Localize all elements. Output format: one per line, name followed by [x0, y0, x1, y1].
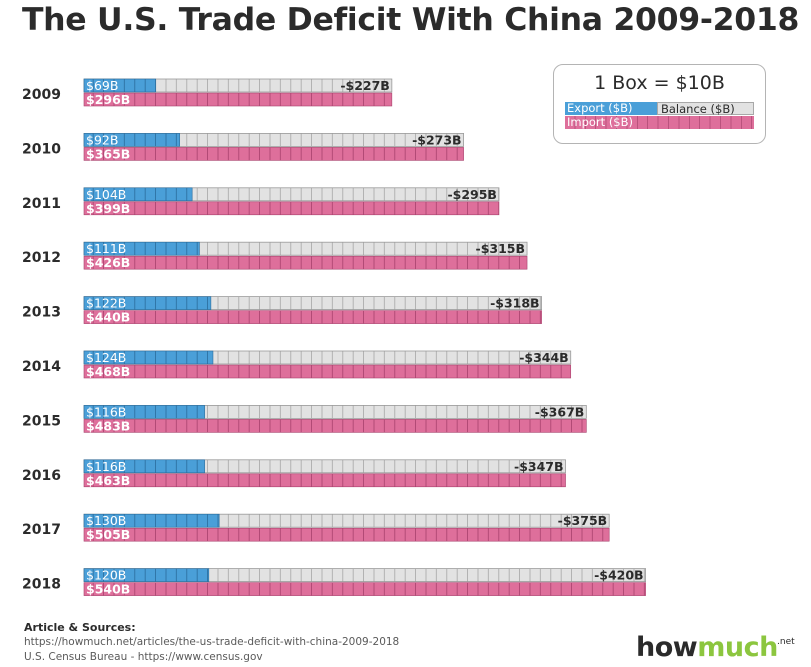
balance-value-label: -$227B [340, 78, 390, 93]
year-row-2013 [83, 296, 543, 324]
export-value-label: $69B [86, 78, 118, 93]
year-row-2011 [83, 187, 500, 216]
import-value-label: $540B [86, 582, 130, 597]
import-value-label: $468B [86, 364, 130, 379]
balance-value-label: -$315B [476, 241, 526, 256]
export-bar [83, 513, 220, 528]
import-bar [83, 310, 542, 324]
export-bar [83, 78, 157, 93]
export-value-label: $111B [86, 241, 126, 256]
legend-box: 1 Box = $10B Export ($B) Balance ($B) Im… [553, 64, 766, 144]
logo-much: much [697, 632, 778, 663]
import-bar [83, 473, 566, 488]
export-value-label: $122B [86, 296, 126, 311]
year-label: 2009 [22, 87, 61, 103]
legend-export: Export ($B) [565, 102, 657, 115]
year-row-2009 [83, 78, 393, 107]
export-bar [83, 459, 205, 474]
balance-value-label: -$295B [447, 187, 497, 202]
import-bar [83, 419, 587, 433]
import-value-label: $440B [86, 310, 130, 325]
year-row-2018 [83, 568, 646, 596]
balance-value-label: -$375B [558, 513, 608, 528]
year-label: 2017 [22, 522, 61, 538]
year-row-2015 [83, 404, 587, 433]
year-label: 2014 [22, 359, 61, 375]
import-value-label: $296B [86, 92, 130, 107]
export-bar [83, 296, 212, 310]
legend-balance: Balance ($B) [657, 102, 754, 116]
sources-label: Article & Sources: [24, 621, 136, 634]
balance-value-label: -$344B [519, 350, 569, 365]
source-census-link[interactable]: U.S. Census Bureau - https://www.census.… [24, 651, 263, 663]
export-value-label: $116B [86, 404, 126, 419]
howmuch-logo: howmuch [636, 632, 778, 663]
import-bar [83, 147, 464, 161]
logo-net: .net [777, 637, 795, 647]
balance-value-label: -$367B [535, 404, 585, 419]
year-row-2016 [83, 459, 566, 488]
export-value-label: $124B [86, 350, 126, 365]
year-row-2012 [83, 241, 528, 270]
year-row-2017 [83, 513, 610, 542]
import-value-label: $505B [86, 527, 130, 542]
import-bar [83, 92, 393, 107]
year-label: 2015 [22, 413, 61, 429]
balance-value-label: -$347B [514, 459, 564, 474]
balance-value-label: -$318B [490, 296, 540, 311]
year-label: 2012 [22, 250, 61, 266]
legend-import: Import ($B) [565, 116, 754, 129]
logo-how: how [636, 632, 698, 663]
import-bar [83, 527, 610, 542]
import-bar [83, 201, 500, 216]
year-row-2014 [83, 350, 572, 379]
export-value-label: $92B [86, 132, 118, 147]
year-label: 2010 [22, 141, 61, 157]
balance-value-label: -$420B [594, 568, 644, 583]
export-bar [83, 405, 205, 419]
export-bar [83, 133, 180, 147]
chart-title: The U.S. Trade Deficit With China 2009-2… [22, 2, 800, 38]
export-value-label: $130B [86, 513, 126, 528]
import-value-label: $426B [86, 255, 130, 270]
export-value-label: $120B [86, 568, 126, 583]
import-value-label: $365B [86, 146, 130, 161]
export-value-label: $116B [86, 459, 126, 474]
source-article-link[interactable]: https://howmuch.net/articles/the-us-trad… [24, 636, 400, 648]
import-value-label: $483B [86, 418, 130, 433]
export-bar [83, 350, 214, 365]
export-bar [83, 187, 193, 202]
import-bar [83, 364, 572, 379]
year-label: 2016 [22, 468, 61, 484]
export-bar [83, 568, 210, 582]
legend-title: 1 Box = $10B [594, 72, 725, 94]
import-value-label: $399B [86, 201, 130, 216]
export-value-label: $104B [86, 187, 126, 202]
year-label: 2011 [22, 196, 61, 212]
import-bar [83, 255, 528, 270]
balance-value-label: -$273B [412, 132, 462, 147]
year-label: 2013 [22, 305, 61, 321]
import-bar [83, 582, 646, 596]
export-bar [83, 241, 200, 256]
year-row-2010 [83, 132, 465, 161]
year-label: 2018 [22, 577, 61, 593]
import-value-label: $463B [86, 473, 130, 488]
